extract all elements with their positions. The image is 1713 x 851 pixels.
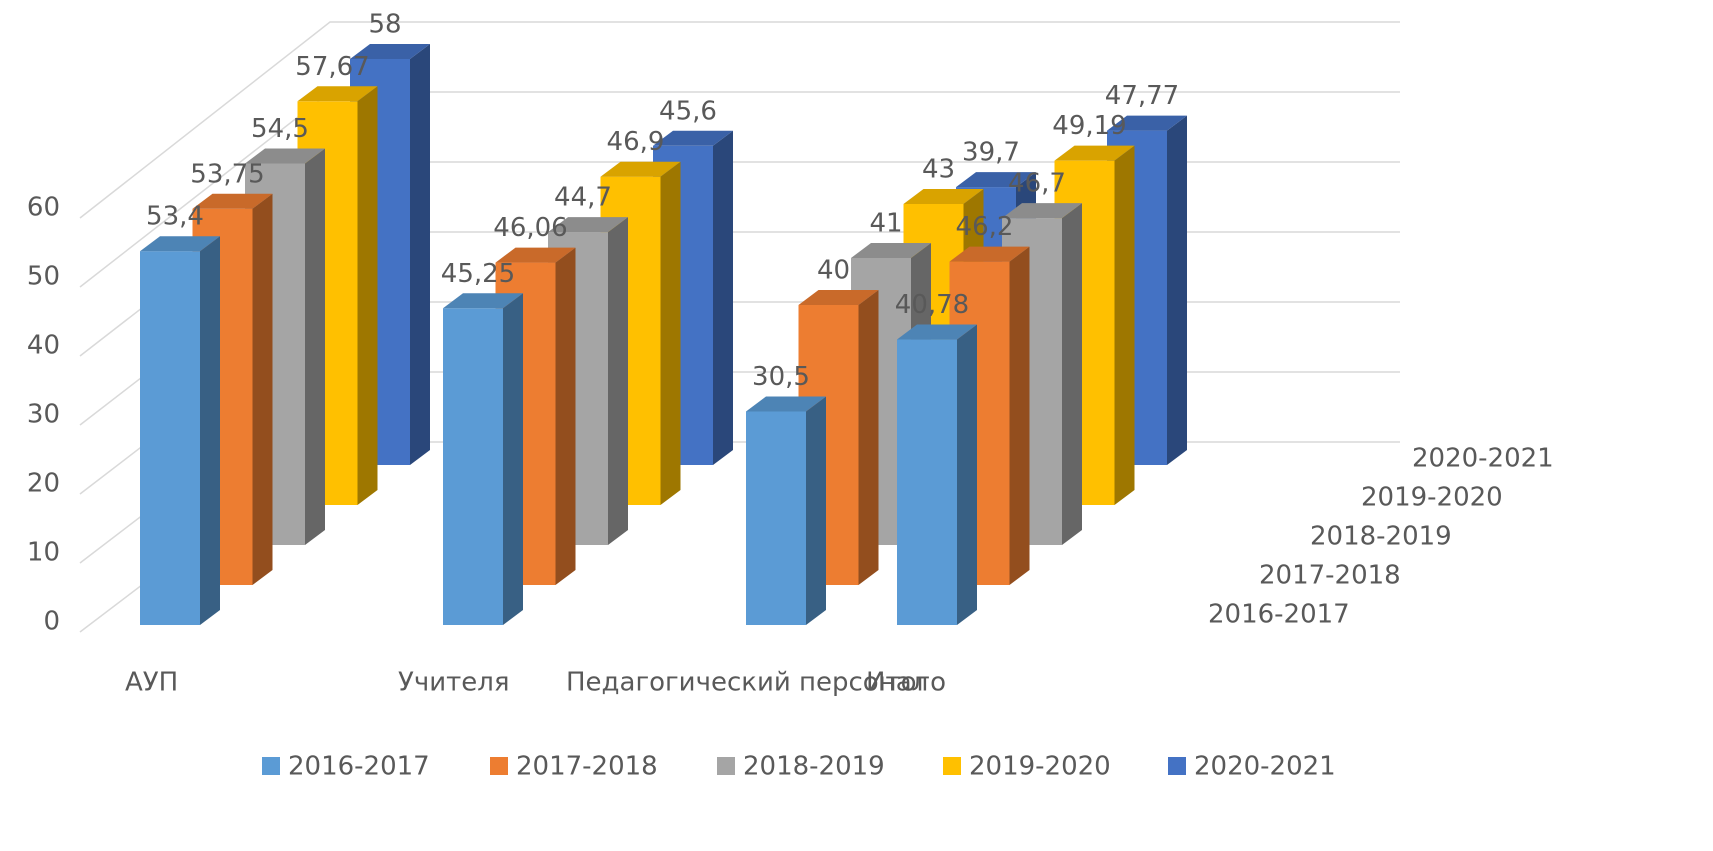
bar-side (1114, 145, 1135, 506)
data-label: 46,9 (607, 127, 665, 157)
x-tick-label: Педагогический персонал (566, 668, 928, 698)
bar-top (956, 172, 1036, 188)
data-label: 57,67 (295, 52, 369, 82)
legend-swatch (490, 757, 508, 775)
data-label: 54,5 (251, 114, 309, 144)
y-tick-label: 10 (27, 538, 60, 568)
data-label: 53,75 (190, 159, 264, 189)
bar-side (252, 193, 273, 585)
bar-top (245, 148, 325, 164)
legend-swatch (1168, 757, 1186, 775)
bar-side (660, 161, 681, 505)
bar-top (1002, 203, 1082, 219)
x-tick-label: АУП (125, 668, 178, 698)
legend-label: 2016-2017 (288, 752, 430, 782)
bar-side (200, 236, 220, 625)
bar-side (555, 247, 576, 585)
data-label: 40,78 (895, 290, 969, 320)
data-label: 47,77 (1105, 81, 1179, 111)
legend-label: 2018-2019 (743, 752, 885, 782)
bar-side (1009, 246, 1030, 585)
y-tick-label: 40 (27, 331, 60, 361)
data-label: 30,5 (752, 362, 810, 392)
bar-side (410, 44, 430, 465)
bar-side (806, 396, 826, 625)
depth-axis-label: 2019-2020 (1361, 483, 1503, 513)
bar-top (443, 293, 523, 309)
bar-side (1062, 203, 1082, 545)
bar-top (903, 189, 984, 204)
bar-top (297, 86, 378, 102)
y-tick-label: 60 (27, 193, 60, 223)
bar-top (140, 236, 220, 252)
bar-side (858, 290, 879, 585)
legend-label: 2017-2018 (516, 752, 658, 782)
bar-top (495, 247, 576, 263)
bar-side (957, 324, 977, 625)
data-label: 41 (869, 209, 902, 239)
y-tick-label: 20 (27, 469, 60, 499)
data-label: 46,06 (493, 213, 567, 243)
data-label: 44,7 (554, 183, 612, 213)
x-tick-label: Учителя (398, 668, 510, 698)
bar-top (350, 44, 430, 59)
bar-top (192, 193, 273, 209)
data-label: 45,6 (659, 96, 717, 126)
bar-top (746, 396, 826, 412)
x-tick-label: Итого (866, 668, 946, 698)
bar-top (653, 130, 733, 146)
legend-swatch (717, 757, 735, 775)
data-label: 49,19 (1052, 111, 1126, 141)
data-label: 39,7 (962, 138, 1020, 168)
bar-front (140, 251, 200, 625)
bar-top (1054, 145, 1135, 161)
bar-front (443, 308, 503, 625)
data-label: 40 (817, 256, 850, 286)
data-label: 46,7 (1008, 169, 1066, 199)
bar-front (897, 339, 957, 625)
legend-label: 2020-2021 (1194, 752, 1336, 782)
bar-side (503, 293, 523, 625)
bar-side (713, 130, 733, 466)
bar-top (798, 290, 879, 305)
depth-axis-label: 2018-2019 (1310, 522, 1452, 552)
bar-side (357, 86, 378, 505)
bar-side (305, 148, 325, 545)
data-label: 53,4 (146, 202, 204, 232)
bar-top (1107, 115, 1187, 131)
bar-top (548, 217, 628, 233)
data-label: 45,25 (441, 259, 515, 289)
grid-line (79, 21, 1400, 219)
bar-top (851, 243, 931, 258)
data-label: 58 (368, 10, 401, 40)
bar-front (746, 411, 806, 625)
bar-top (897, 324, 977, 340)
legend-swatch (943, 757, 961, 775)
bar-top (600, 161, 681, 177)
depth-axis-label: 2020-2021 (1412, 444, 1554, 474)
depth-axis-label: 2016-2017 (1208, 600, 1350, 630)
data-label: 46,2 (956, 212, 1014, 242)
data-label: 43 (922, 155, 955, 185)
y-tick-label: 30 (27, 400, 60, 430)
y-tick-label: 50 (27, 262, 60, 292)
bar-top (949, 246, 1030, 262)
legend-swatch (262, 757, 280, 775)
bar-side (1167, 115, 1187, 466)
bar-side (608, 217, 628, 545)
depth-axis-label: 2017-2018 (1259, 561, 1401, 591)
y-tick-label: 0 (43, 607, 60, 637)
legend-label: 2019-2020 (969, 752, 1111, 782)
